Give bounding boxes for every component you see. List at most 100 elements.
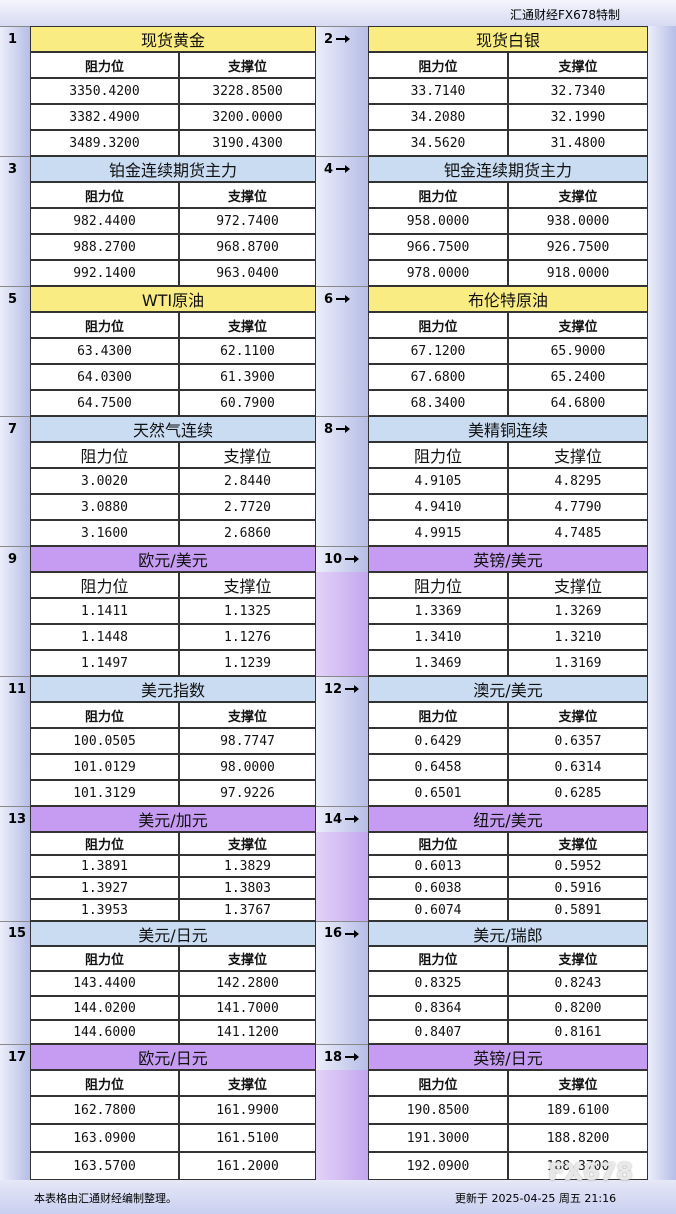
value-cell: 67.6800 xyxy=(368,364,508,390)
side-strip xyxy=(316,780,368,806)
panel-number: 12 xyxy=(316,676,368,702)
side-strip xyxy=(0,1044,30,1070)
column-label: 阻力位 xyxy=(30,182,179,208)
side-strip xyxy=(0,971,30,996)
footer-bar: 本表格由汇通财经编制整理。 更新于 2025-04-25 周五 21:16 xyxy=(0,1180,676,1214)
column-label: 支撑位 xyxy=(179,1070,316,1096)
value-cell: 3350.4200 xyxy=(30,78,179,104)
side-strip xyxy=(316,921,368,946)
side-strip xyxy=(316,702,368,728)
value-cell: 0.6314 xyxy=(508,754,648,780)
panel-title: 天然气连续 xyxy=(30,416,316,442)
panel-title: 美精铜连续 xyxy=(368,416,648,442)
column-label: 支撑位 xyxy=(508,312,648,338)
value-cell: 3190.4300 xyxy=(179,130,316,156)
value-cell: 4.9410 xyxy=(368,494,508,520)
column-label: 支撑位 xyxy=(508,572,648,598)
value-cell: 918.0000 xyxy=(508,260,648,286)
value-cell: 33.7140 xyxy=(368,78,508,104)
panel-number-text: 9 xyxy=(8,551,18,567)
right-strip xyxy=(648,546,676,676)
side-strip xyxy=(316,1070,368,1096)
panel-number: 10 xyxy=(316,546,368,572)
arrow-icon xyxy=(345,815,360,823)
value-cell: 64.0300 xyxy=(30,364,179,390)
top-bar: 汇通财经FX678特制 xyxy=(0,0,676,26)
panel-number-text: 6 xyxy=(324,291,334,307)
column-label: 阻力位 xyxy=(30,312,179,338)
column-label: 阻力位 xyxy=(30,52,179,78)
value-cell: 0.5891 xyxy=(508,899,648,921)
value-cell: 32.7340 xyxy=(508,78,648,104)
value-cell: 141.7000 xyxy=(179,996,316,1020)
value-cell: 0.6013 xyxy=(368,855,508,877)
column-label: 阻力位 xyxy=(30,832,179,855)
panel-number: 11 xyxy=(0,676,30,702)
side-strip xyxy=(316,899,368,921)
value-cell: 188.8200 xyxy=(508,1124,648,1152)
arrow-icon xyxy=(345,929,360,938)
side-strip xyxy=(0,130,30,156)
side-strip xyxy=(0,234,30,260)
value-cell: 1.3410 xyxy=(368,624,508,650)
panel-number: 4 xyxy=(316,156,368,182)
value-cell: 162.7800 xyxy=(30,1096,179,1124)
side-strip xyxy=(0,572,30,598)
column-label: 阻力位 xyxy=(30,702,179,728)
panel-number: 7 xyxy=(0,416,30,442)
arrow-icon xyxy=(336,165,351,173)
panel-number-text: 1 xyxy=(8,31,18,47)
panel-number-text: 17 xyxy=(8,1049,27,1065)
panel-number: 13 xyxy=(0,806,30,832)
value-cell: 141.1200 xyxy=(179,1020,316,1044)
value-cell: 0.8325 xyxy=(368,971,508,996)
value-cell: 64.7500 xyxy=(30,390,179,416)
side-strip xyxy=(0,624,30,650)
side-strip xyxy=(316,1096,368,1124)
right-strip xyxy=(648,286,676,416)
panel-title: 美元/瑞郎 xyxy=(368,921,648,946)
side-strip xyxy=(316,572,368,598)
value-cell: 0.6458 xyxy=(368,754,508,780)
footer-updated: 更新于 2025-04-25 周五 21:16 xyxy=(455,1192,617,1205)
value-cell: 1.3927 xyxy=(30,877,179,899)
side-strip xyxy=(0,780,30,806)
value-cell: 1.1239 xyxy=(179,650,316,676)
value-cell: 191.3000 xyxy=(368,1124,508,1152)
side-strip xyxy=(0,390,30,416)
side-strip xyxy=(0,754,30,780)
column-label: 支撑位 xyxy=(179,312,316,338)
side-strip xyxy=(316,182,368,208)
panel-number-text: 2 xyxy=(324,31,334,47)
value-cell: 143.4400 xyxy=(30,971,179,996)
side-strip xyxy=(316,676,368,702)
value-cell: 0.6501 xyxy=(368,780,508,806)
side-strip xyxy=(0,260,30,286)
column-label: 阻力位 xyxy=(368,572,508,598)
side-strip xyxy=(0,921,30,946)
side-strip xyxy=(0,1096,30,1124)
value-cell: 163.5700 xyxy=(30,1152,179,1180)
column-label: 阻力位 xyxy=(30,572,179,598)
column-label: 支撑位 xyxy=(179,572,316,598)
side-strip xyxy=(316,1152,368,1180)
panel-number-text: 11 xyxy=(8,681,27,697)
arrow-icon xyxy=(336,35,351,43)
side-strip xyxy=(316,78,368,104)
column-label: 支撑位 xyxy=(508,442,648,468)
value-cell: 32.1990 xyxy=(508,104,648,130)
panel-number-text: 18 xyxy=(324,1049,343,1065)
value-cell: 982.4400 xyxy=(30,208,179,234)
side-strip xyxy=(316,520,368,546)
value-cell: 161.5100 xyxy=(179,1124,316,1152)
side-strip xyxy=(316,546,368,572)
column-label: 支撑位 xyxy=(508,182,648,208)
panel-number: 2 xyxy=(316,26,368,52)
value-cell: 1.1448 xyxy=(30,624,179,650)
side-strip xyxy=(0,364,30,390)
side-strip xyxy=(316,260,368,286)
value-cell: 1.1276 xyxy=(179,624,316,650)
value-cell: 1.1411 xyxy=(30,598,179,624)
right-strip xyxy=(648,416,676,546)
